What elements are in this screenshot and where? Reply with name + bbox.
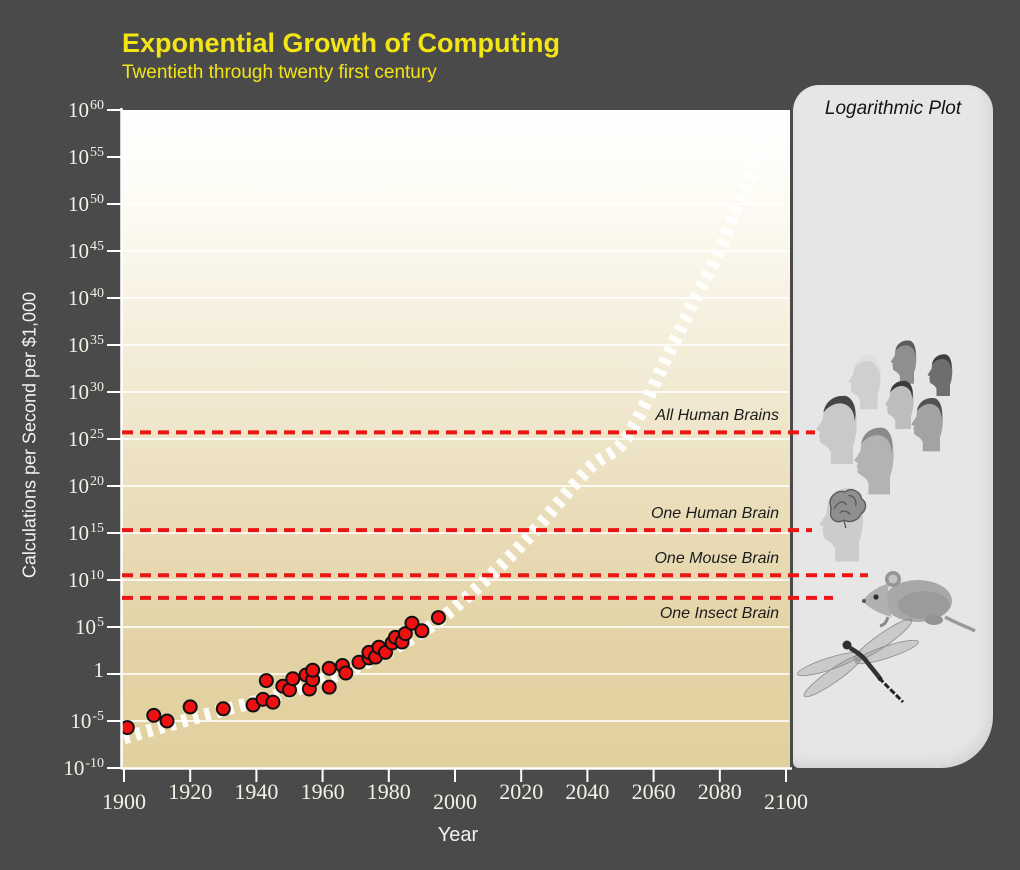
x-tick-label: 2100 (764, 789, 808, 814)
y-tick-label: 1 (93, 658, 105, 682)
y-tick-label: 105 (75, 615, 104, 639)
x-tick-label: 2000 (433, 789, 477, 814)
x-tick-label: 1960 (300, 779, 345, 804)
y-tick-label: 1010 (68, 568, 104, 592)
y-tick-label: 1045 (68, 239, 104, 263)
x-tick-label: 2020 (499, 779, 544, 804)
chart-subtitle: Twentieth through twenty first century (122, 62, 437, 83)
mouse-image (862, 571, 976, 633)
x-tick-label: 2060 (631, 779, 676, 804)
y-tick-label: 1015 (68, 521, 104, 545)
threshold-label: One Insect Brain (659, 604, 779, 622)
y-tick-label: 1050 (68, 192, 104, 216)
y-tick-label: 1025 (68, 427, 104, 451)
x-tick-label: 2040 (565, 779, 610, 804)
y-tick-label: 10-5 (70, 709, 104, 733)
y-tick-label: 10-10 (63, 756, 104, 780)
side-panel: Logarithmic Plot (793, 85, 993, 768)
side-panel-title: Logarithmic Plot (824, 98, 962, 119)
x-tick-label: 1940 (234, 779, 279, 804)
panel-collage (797, 340, 976, 704)
threshold-label: One Human Brain (650, 505, 779, 523)
dragonfly-image (797, 618, 919, 704)
human-heads-image (816, 340, 953, 495)
human-brain-image (819, 488, 867, 562)
y-tick-label: 1055 (68, 145, 104, 169)
x-tick-label: 1920 (168, 779, 213, 804)
threshold-label: One Mouse Brain (654, 550, 779, 568)
y-tick-label: 1040 (68, 286, 104, 310)
x-tick-label: 1980 (366, 779, 411, 804)
threshold-label: All Human Brains (655, 407, 779, 425)
chart-title: Exponential Growth of Computing (122, 28, 560, 58)
x-tick-label: 2080 (697, 779, 742, 804)
y-tick-label: 1020 (68, 474, 104, 498)
plot-area (122, 110, 790, 768)
y-tick-label: 1030 (68, 380, 104, 404)
y-axis-title: Calculations per Second per $1,000 (19, 291, 40, 579)
x-axis-title: Year (437, 824, 479, 846)
x-tick-label: 1900 (102, 789, 146, 814)
y-tick-label: 1060 (68, 98, 104, 122)
y-tick-label: 1035 (68, 333, 104, 357)
